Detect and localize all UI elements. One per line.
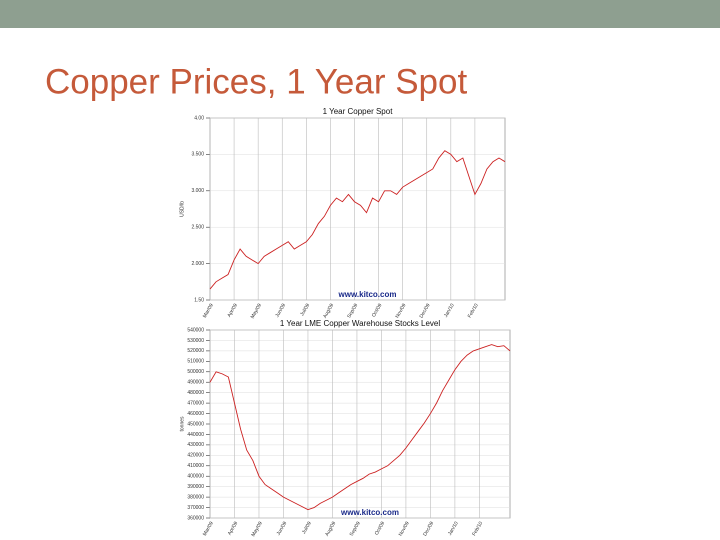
x-tick-label: May/09 [250,520,264,537]
y-tick-label: 540000 [187,327,204,333]
chart-title: 1 Year Copper Spot [323,107,394,116]
chart-title: 1 Year LME Copper Warehouse Stocks Level [280,319,440,328]
y-axis-label: USD/lb [179,201,185,217]
x-tick-label: Jan/10 [443,302,456,318]
x-tick-label: Mar/09 [202,520,215,537]
x-tick-label: Nov/09 [398,520,411,537]
y-tick-label: 490000 [187,380,204,386]
x-tick-label: Jun/09 [274,302,287,318]
x-tick-label: Feb/10 [467,302,480,319]
y-tick-label: 440000 [187,432,204,438]
y-tick-label: 400000 [187,474,204,480]
watermark: www.kitco.com [340,508,399,517]
x-tick-label: May/09 [250,302,264,319]
y-tick-label: 430000 [187,442,204,448]
x-tick-label: Aug/09 [322,302,335,319]
x-tick-label: Oct/09 [371,302,384,318]
plot-area [209,117,506,301]
y-tick-label: 450000 [187,421,204,427]
y-tick-label: 480000 [187,390,204,396]
y-tick-label: 470000 [187,400,204,406]
x-tick-label: Sep/09 [346,302,359,319]
y-tick-label: 2.500 [191,225,204,231]
y-tick-label: 500000 [187,369,204,375]
y-tick-label: 380000 [187,494,204,500]
y-tick-label: 2.000 [191,261,204,267]
watermark: www.kitco.com [338,290,397,299]
slide-title: Copper Prices, 1 Year Spot [45,62,467,101]
y-tick-label: 510000 [187,359,204,365]
top-bar [0,0,720,28]
x-tick-label: Sep/09 [349,520,362,537]
series-line [209,150,506,290]
y-axis-label: tonnes [179,416,185,432]
y-tick-label: 1.50 [194,297,204,303]
x-tick-label: Jun/09 [276,520,289,536]
x-tick-label: Dec/09 [418,302,431,319]
y-tick-label: 530000 [187,338,204,344]
x-tick-label: Aug/09 [324,520,337,537]
y-tick-label: 460000 [187,411,204,417]
x-tick-label: Oct/09 [374,520,387,536]
x-tick-label: Jan/10 [447,520,460,536]
y-tick-label: 3.000 [191,188,204,194]
x-tick-label: Dec/09 [422,520,435,537]
y-tick-label: 4.00 [194,115,204,121]
y-tick-label: 360000 [187,515,204,521]
x-tick-label: Nov/09 [394,302,407,319]
x-tick-label: Apr/09 [226,302,239,318]
x-tick-label: Jul/09 [301,520,313,535]
y-tick-label: 410000 [187,463,204,469]
x-tick-label: Apr/09 [227,520,240,536]
y-tick-label: 420000 [187,453,204,459]
y-tick-label: 3.500 [191,152,204,158]
series-line [209,344,511,511]
x-tick-label: Feb/10 [471,520,484,537]
x-tick-label: Jul/09 [299,302,311,317]
y-tick-label: 520000 [187,348,204,354]
y-tick-label: 370000 [187,505,204,511]
x-tick-label: Mar/09 [202,302,215,319]
y-tick-label: 390000 [187,484,204,490]
